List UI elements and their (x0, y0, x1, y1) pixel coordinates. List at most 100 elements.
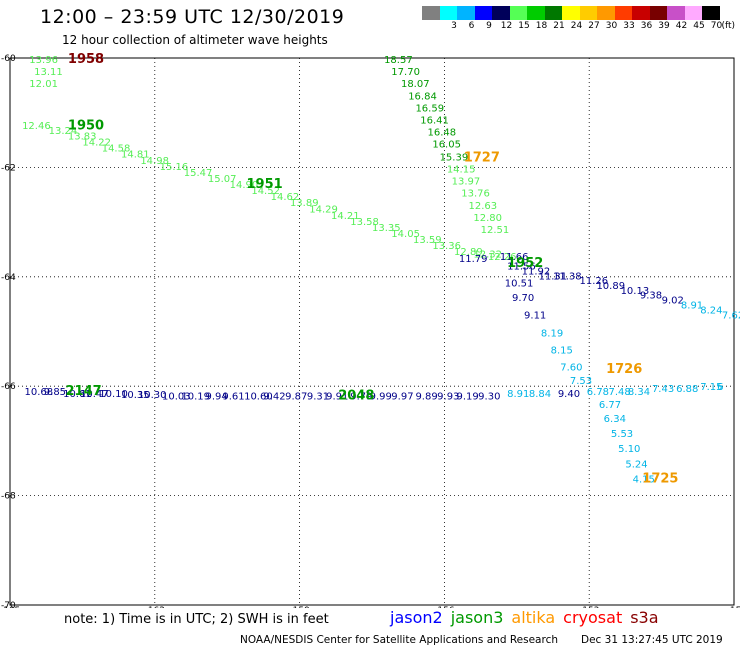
pass-time-label: 1958 (68, 52, 104, 67)
legend-label: 42 (675, 21, 688, 31)
legend-swatch (527, 6, 545, 20)
pass-time-label: 1951 (247, 177, 283, 192)
legend-swatch (439, 6, 457, 20)
wave-height-value: 15.39 (440, 152, 469, 163)
legend-swatch (649, 6, 667, 20)
wave-height-value: 9.94 (205, 391, 227, 402)
legend-label: 3 (451, 21, 457, 31)
wave-height-value: 7.15 (700, 382, 722, 393)
chart-subtitle: 12 hour collection of altimeter wave hei… (62, 33, 328, 47)
wave-height-value: 13.76 (461, 188, 490, 199)
satellite-name: s3a (630, 608, 659, 627)
wave-height-value: 14.98 (140, 156, 169, 167)
legend-label: 27 (588, 21, 600, 31)
legend-swatch (684, 6, 702, 20)
wave-height-value: 10.61 (63, 389, 92, 400)
wave-height-value: 6.77 (599, 400, 621, 411)
legend-label: 36 (640, 21, 653, 31)
wave-height-value: 9.93 (437, 391, 459, 402)
wave-height-value: 9.97 (391, 391, 413, 402)
wave-height-value: 12.46 (22, 121, 51, 132)
wave-height-value: 10.89 (596, 281, 625, 292)
satellite-name: altika (511, 608, 556, 627)
wave-height-value: 13.11 (34, 67, 63, 78)
wave-height-value: 13.96 (29, 55, 58, 66)
wave-height-value: 8.24 (700, 305, 722, 316)
wave-height-value: 9.85 (44, 387, 66, 398)
legend-label: 9 (486, 21, 492, 31)
pass-time-label: 2048 (338, 388, 374, 403)
wave-height-value: 10.03 (162, 391, 191, 402)
legend-label: 18 (535, 21, 548, 31)
wave-height-value: 12.89 (454, 247, 483, 258)
wave-height-value: 5.53 (611, 429, 633, 440)
wave-height-value: 9.79 (350, 391, 372, 402)
wave-height-value: 9.19 (456, 391, 478, 402)
wave-height-value: 14.58 (102, 144, 131, 155)
wave-height-value: 9.42 (263, 391, 285, 402)
lon-tick-label: -153 (579, 606, 599, 608)
wave-height-value: 17.70 (391, 67, 420, 78)
wave-height-value: 7.60 (560, 362, 582, 373)
pass-time-label: 1727 (464, 150, 500, 165)
credit-line: NOAA/NESDIS Center for Satellite Applica… (240, 634, 558, 646)
wave-height-value: 15.07 (208, 174, 237, 185)
wave-height-value: 9.99 (370, 391, 392, 402)
wave-height-value: 16.41 (420, 116, 449, 127)
wave-height-value: 11.79 (459, 254, 488, 265)
wave-height-value: 10.47 (80, 389, 109, 400)
wave-height-value: 6.88 (676, 384, 698, 395)
wave-height-value: 9.61 (222, 391, 244, 402)
legend-label: 21 (553, 21, 565, 31)
lat-tick-label: -70 (1, 601, 16, 608)
wave-height-value: 14.05 (391, 229, 420, 240)
pass-time-label: 1725 (642, 471, 678, 486)
legend-swatch (702, 6, 720, 20)
wave-height-value: 13.24 (49, 126, 78, 137)
wave-height-value: 8.91 (681, 301, 703, 312)
legend-unit: (ft) (721, 21, 736, 31)
lon-tick-label: -162 (145, 606, 165, 608)
wave-height-value: 9.40 (558, 389, 580, 400)
wave-height-value: 10.19 (181, 391, 210, 402)
wave-height-value: 9.31 (307, 391, 329, 402)
wave-height-value: 10.13 (621, 286, 650, 297)
legend-label: 15 (518, 21, 530, 31)
legend-label: 24 (570, 21, 583, 31)
wave-height-value: 10.35 (121, 390, 150, 401)
wave-height-value: 15.47 (184, 168, 213, 179)
wave-height-value: 12.80 (473, 213, 502, 224)
legend-swatch (492, 6, 510, 20)
wave-height-value: 14.15 (447, 164, 476, 175)
wave-height-value: 12.26 (488, 252, 517, 263)
legend-label: 39 (658, 21, 670, 31)
wave-height-value: 11.56 (507, 262, 536, 273)
wave-height-value: 15.16 (160, 162, 189, 173)
wave-height-value: 10.60 (244, 391, 273, 402)
wave-height-value: 12.01 (29, 79, 58, 90)
legend-swatch (422, 6, 440, 20)
wave-height-value: 9.38 (640, 291, 662, 302)
wave-height-value: 14.21 (331, 211, 360, 222)
wave-height-value: 9.87 (285, 391, 307, 402)
wave-height-value: 11.26 (580, 276, 609, 287)
wave-height-value: 9.30 (478, 391, 500, 402)
wave-height-value: 11.92 (522, 267, 551, 278)
wave-height-value: 11.38 (553, 272, 582, 283)
wave-height-value: 12.63 (469, 201, 498, 212)
wave-height-value: 16.59 (415, 104, 444, 115)
wave-height-value: 14.90 (230, 180, 259, 191)
wave-height-value: 5.24 (625, 460, 647, 471)
wave-height-value: 13.59 (413, 235, 442, 246)
legend-label: 70 (710, 21, 723, 31)
legend-swatch (457, 6, 475, 20)
legend-label: 30 (605, 21, 618, 31)
wave-height-value: 16.84 (408, 92, 437, 103)
lon-tick-label: -15 (727, 606, 740, 608)
wave-height-value: 14.62 (271, 192, 300, 203)
legend-label: 12 (500, 21, 513, 31)
wave-height-value: 8.34 (628, 387, 650, 398)
pass-time-label: 1950 (68, 119, 104, 134)
chart-title: 12:00 – 23:59 UTC 12/30/2019 (40, 6, 345, 28)
lon-tick-label: -159 (289, 606, 310, 608)
